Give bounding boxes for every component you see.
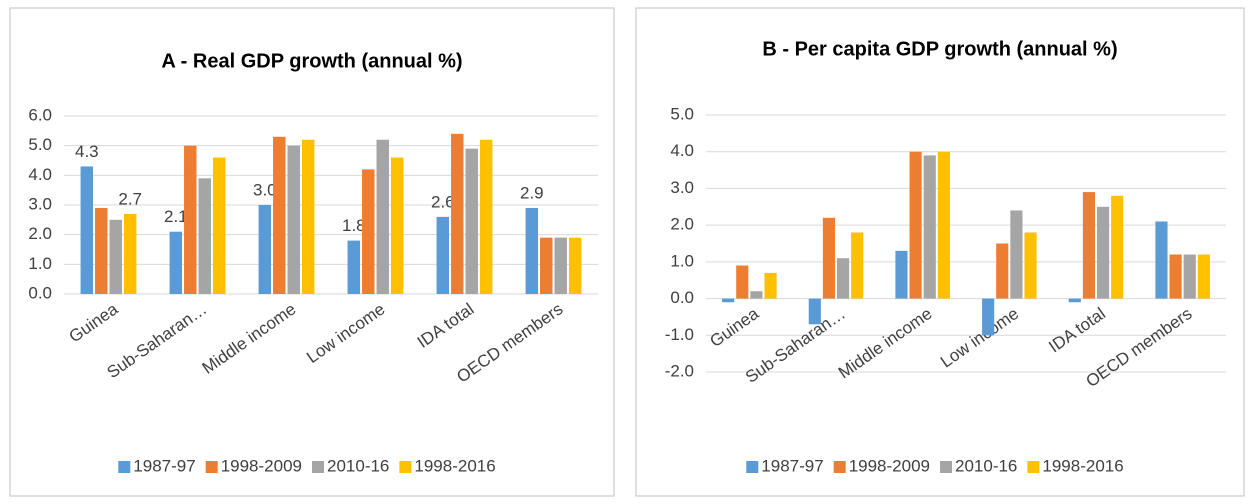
bar bbox=[301, 139, 315, 294]
legend-label: 1987-97 bbox=[133, 456, 195, 475]
legend-swatch bbox=[312, 461, 324, 473]
bar bbox=[895, 250, 908, 299]
bar bbox=[169, 231, 183, 294]
y-tick-label: 3.0 bbox=[670, 178, 694, 197]
bar bbox=[465, 148, 478, 294]
bar bbox=[212, 157, 226, 294]
bar bbox=[109, 219, 122, 294]
bar bbox=[258, 205, 272, 294]
bar bbox=[287, 145, 300, 294]
bar bbox=[764, 272, 777, 299]
data-label: 2.6 bbox=[431, 192, 455, 211]
y-tick-label: 4.0 bbox=[28, 165, 52, 184]
legend-swatch bbox=[205, 461, 218, 473]
bar bbox=[1068, 298, 1081, 303]
y-tick-label: 4.0 bbox=[670, 141, 694, 160]
bar bbox=[1183, 254, 1196, 299]
y-tick-label: 0.0 bbox=[28, 283, 52, 302]
bar bbox=[937, 151, 950, 299]
chart-title: A - Real GDP growth (annual %) bbox=[161, 50, 462, 72]
y-tick-label: 5.0 bbox=[670, 104, 694, 123]
bar bbox=[184, 145, 197, 294]
y-tick-label: 2.0 bbox=[670, 215, 694, 234]
legend-swatch bbox=[940, 461, 952, 473]
legend-label: 1998-2016 bbox=[1042, 456, 1123, 475]
y-tick-label: 0.0 bbox=[670, 288, 694, 307]
bar bbox=[923, 155, 936, 299]
legend-label: 2010-16 bbox=[955, 456, 1017, 475]
bar bbox=[479, 139, 493, 294]
bar bbox=[525, 207, 539, 294]
bar bbox=[1197, 254, 1210, 299]
bar bbox=[1155, 221, 1168, 299]
bar bbox=[80, 166, 94, 294]
bar bbox=[996, 243, 1009, 299]
bar bbox=[1082, 192, 1095, 299]
legend-swatch bbox=[399, 461, 412, 473]
legend-label: 1998-2016 bbox=[414, 456, 495, 475]
y-tick-label: 6.0 bbox=[28, 105, 52, 124]
y-tick-label: 1.0 bbox=[28, 254, 52, 273]
y-tick-label: -2.0 bbox=[665, 361, 694, 380]
y-tick-label: 2.0 bbox=[28, 224, 52, 243]
bar bbox=[554, 237, 567, 294]
y-tick-label: 5.0 bbox=[28, 135, 52, 154]
bar bbox=[1097, 206, 1110, 299]
chart-title: B - Per capita GDP growth (annual %) bbox=[762, 38, 1117, 60]
data-label: 2.1 bbox=[164, 207, 188, 226]
bar bbox=[95, 207, 108, 294]
bar bbox=[376, 139, 389, 294]
bar bbox=[722, 298, 735, 303]
data-label: 4.3 bbox=[75, 142, 99, 161]
bar bbox=[736, 265, 749, 299]
bar bbox=[362, 169, 375, 294]
bar bbox=[1010, 210, 1023, 299]
bar bbox=[837, 258, 850, 299]
legend-label: 1987-97 bbox=[761, 456, 823, 475]
bar bbox=[808, 298, 821, 325]
y-tick-label: 1.0 bbox=[670, 251, 694, 270]
bar bbox=[1024, 232, 1037, 299]
bar bbox=[851, 232, 864, 299]
data-label: 2.7 bbox=[118, 189, 142, 208]
legend-label: 2010-16 bbox=[327, 456, 389, 475]
bar bbox=[347, 240, 361, 294]
bar bbox=[451, 133, 464, 294]
bar bbox=[568, 237, 582, 294]
bar bbox=[540, 237, 553, 294]
legend-swatch bbox=[1027, 461, 1040, 473]
data-label: 3.0 bbox=[253, 180, 277, 199]
bar bbox=[909, 151, 922, 299]
data-label: 1.8 bbox=[342, 216, 366, 235]
bar bbox=[822, 217, 835, 299]
bar bbox=[1111, 195, 1124, 299]
bar bbox=[750, 291, 763, 299]
bar bbox=[198, 178, 211, 294]
legend-label: 1998-2009 bbox=[221, 456, 302, 475]
bar bbox=[273, 136, 286, 294]
bar bbox=[123, 213, 137, 294]
legend-swatch bbox=[746, 461, 759, 473]
bar bbox=[436, 216, 450, 294]
legend-swatch bbox=[833, 461, 846, 473]
legend-label: 1998-2009 bbox=[849, 456, 930, 475]
bar bbox=[1169, 254, 1182, 299]
bar bbox=[390, 157, 404, 294]
legend-swatch bbox=[118, 461, 131, 473]
y-tick-label: -1.0 bbox=[665, 325, 694, 344]
y-tick-label: 3.0 bbox=[28, 194, 52, 213]
bar bbox=[982, 298, 995, 336]
data-label: 2.9 bbox=[520, 183, 544, 202]
